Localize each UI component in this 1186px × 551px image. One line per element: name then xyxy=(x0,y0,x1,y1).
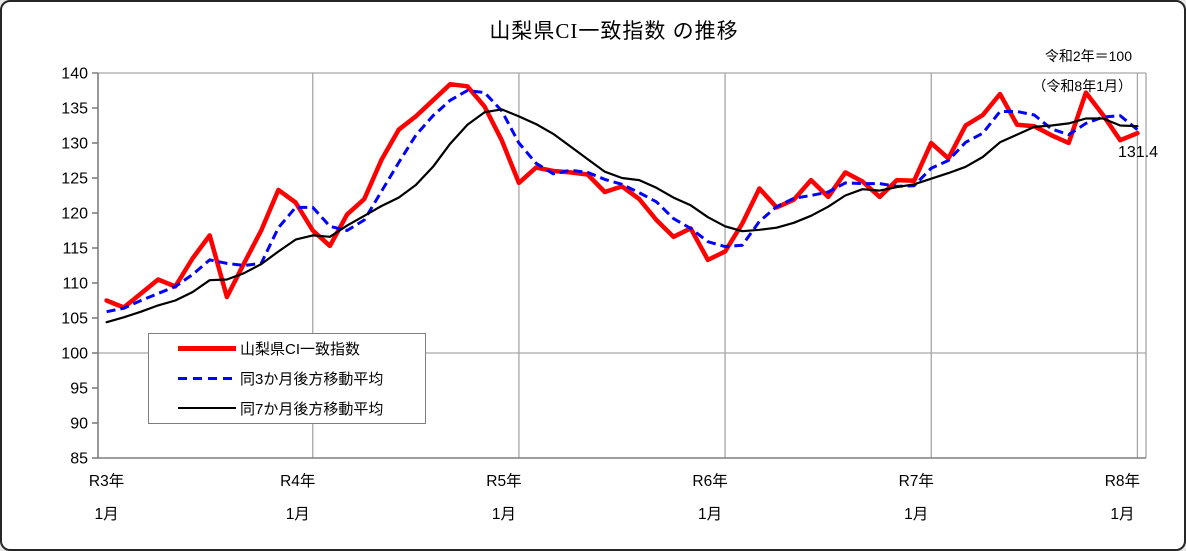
y-tick-label: 100 xyxy=(61,346,88,363)
x-year-label: R6年 xyxy=(692,472,727,490)
y-tick-label: 105 xyxy=(61,311,88,328)
series-line-0 xyxy=(104,81,1140,310)
y-tick-label: 115 xyxy=(62,241,88,258)
legend-item-7mo-ma: 同7か月後方移動平均 xyxy=(149,398,425,419)
x-year-label: R4年 xyxy=(280,472,315,490)
series-line-1 xyxy=(106,89,1139,314)
y-tick-label: 120 xyxy=(61,206,88,223)
legend-box: 山梨県CI一致指数 同3か月後方移動平均 同7か月後方移動平均 xyxy=(148,333,426,424)
latest-month-note: （令和8年1月） xyxy=(1032,78,1132,94)
x-year-label: R3年 xyxy=(89,472,124,490)
chart-title: 山梨県CI一致指数 の推移 xyxy=(489,19,739,43)
legend-swatch-red-line xyxy=(178,346,236,352)
x-month-label: 1月 xyxy=(286,506,310,523)
y-tick-label: 110 xyxy=(62,276,88,293)
y-tick-label: 90 xyxy=(70,416,88,433)
x-month-label: 1月 xyxy=(492,506,516,523)
legend-label: 同3か月後方移動平均 xyxy=(240,370,384,388)
base-year-note: 令和2年＝100 xyxy=(1044,48,1132,64)
y-tick-label: 140 xyxy=(61,66,88,83)
y-tick-label: 95 xyxy=(70,381,88,398)
y-tick-label: 130 xyxy=(61,136,88,153)
legend-label: 山梨県CI一致指数 xyxy=(240,341,361,359)
legend-label: 同7か月後方移動平均 xyxy=(240,400,384,418)
series-line-2 xyxy=(105,108,1139,324)
x-month-label: 1月 xyxy=(698,506,722,523)
x-year-label: R8年 xyxy=(1105,472,1140,490)
x-year-label: R5年 xyxy=(486,472,521,490)
legend-swatch-blue-dashed-line xyxy=(178,376,236,380)
y-tick-label: 125 xyxy=(61,171,88,188)
y-tick-label: 135 xyxy=(61,101,88,118)
x-year-label: R7年 xyxy=(899,472,934,490)
legend-swatch-black-line xyxy=(178,407,236,410)
legend-item-3mo-ma: 同3か月後方移動平均 xyxy=(149,368,425,389)
x-month-label: 1月 xyxy=(1110,506,1134,523)
x-month-label: 1月 xyxy=(95,506,119,523)
x-month-label: 1月 xyxy=(904,506,928,523)
y-tick-label: 85 xyxy=(70,451,88,468)
legend-item-ci: 山梨県CI一致指数 xyxy=(149,338,425,359)
last-value-label: 131.4 xyxy=(1118,144,1159,161)
